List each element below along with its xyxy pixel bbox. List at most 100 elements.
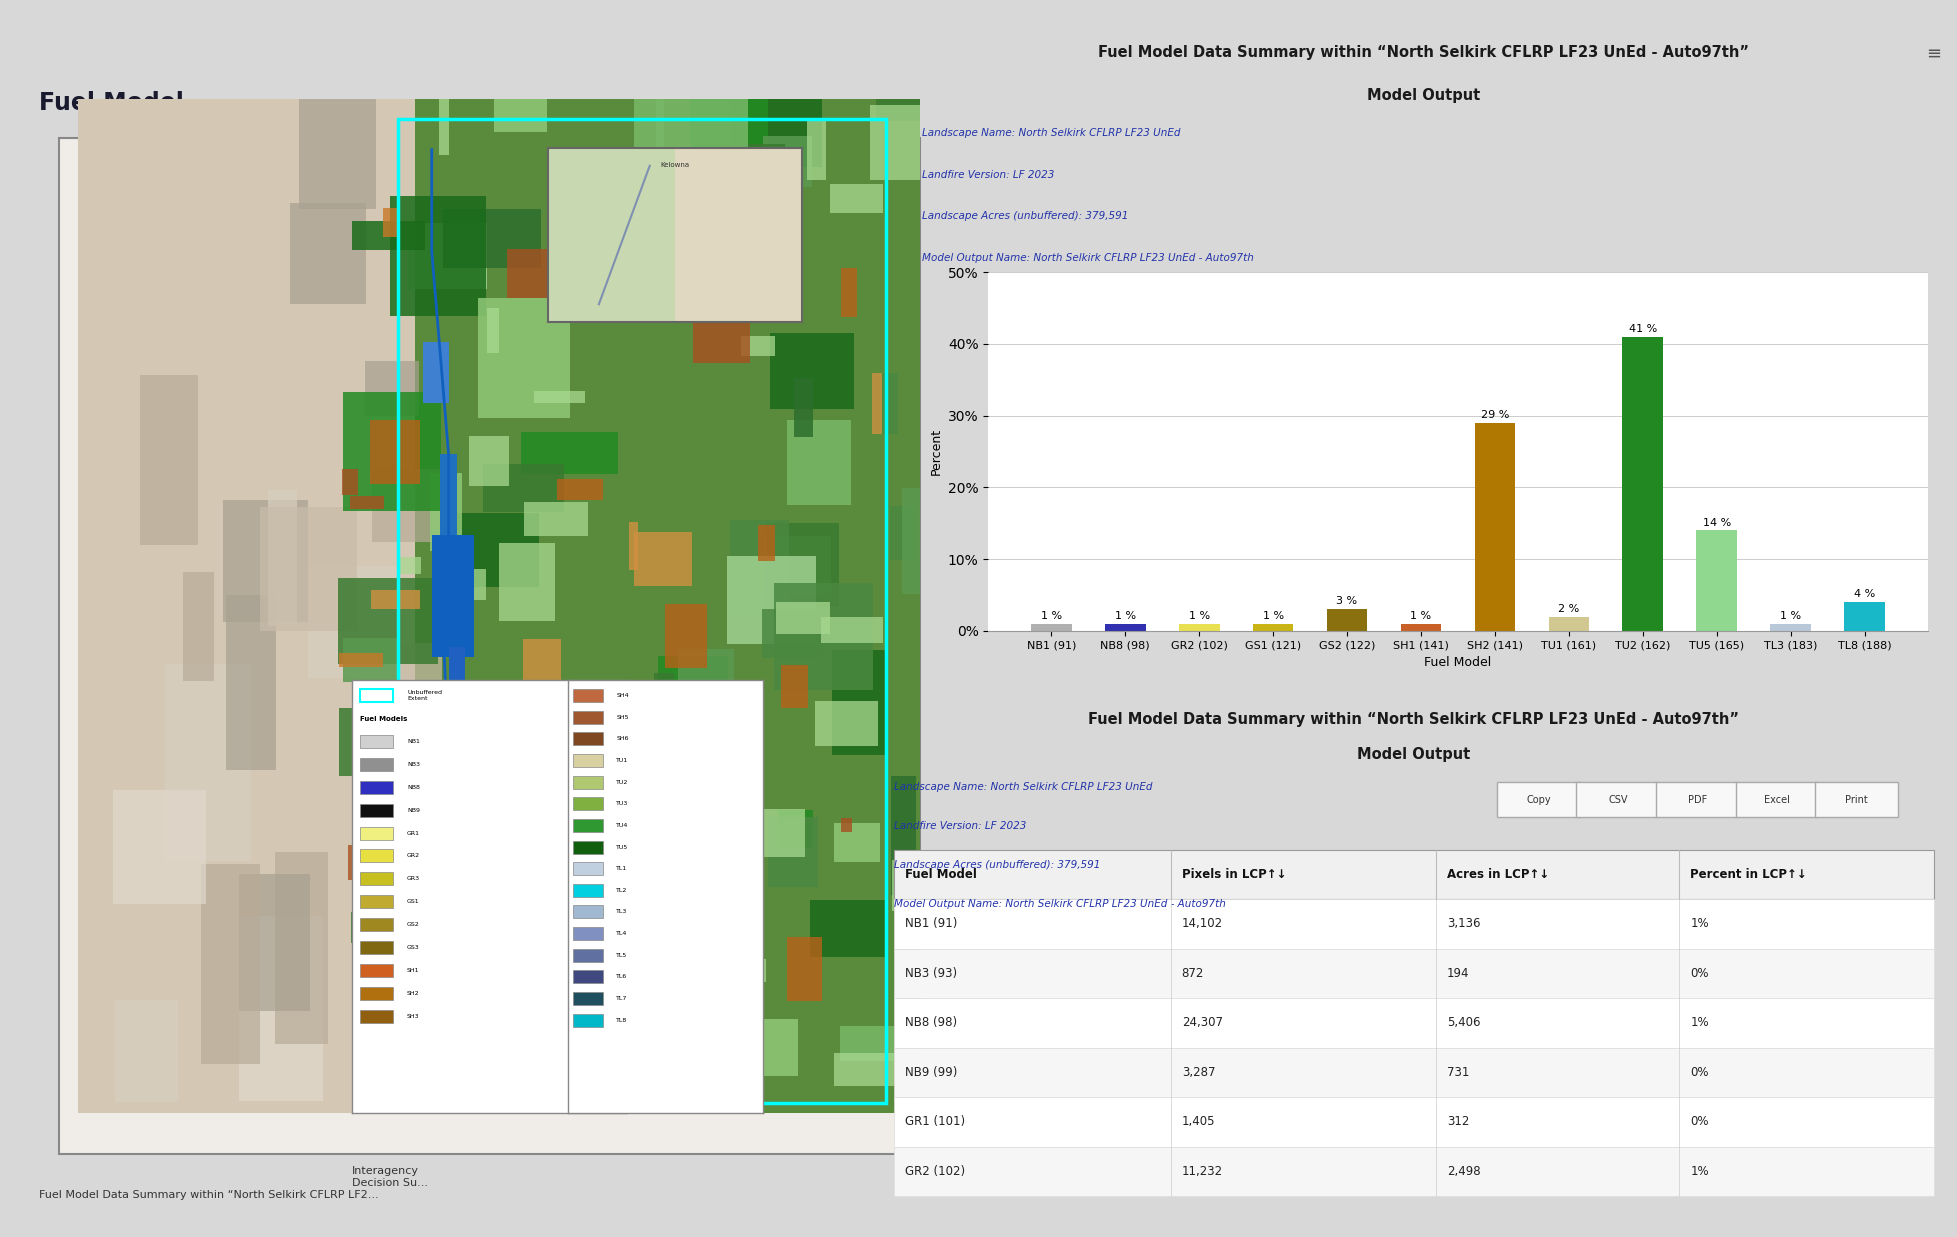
Bar xyxy=(372,590,419,609)
Bar xyxy=(573,819,603,833)
FancyBboxPatch shape xyxy=(894,998,1934,1048)
Bar xyxy=(354,941,423,972)
Bar xyxy=(360,758,393,771)
Bar xyxy=(339,709,389,776)
Bar xyxy=(415,1051,481,1084)
Y-axis label: Percent: Percent xyxy=(930,428,941,475)
Bar xyxy=(673,769,703,824)
Bar xyxy=(139,375,198,546)
Text: GS3: GS3 xyxy=(407,945,421,950)
Bar xyxy=(873,372,883,434)
Text: Landscape Acres (unbuffered): 379,591: Landscape Acres (unbuffered): 379,591 xyxy=(894,860,1100,870)
Bar xyxy=(1476,423,1515,631)
Bar xyxy=(487,308,499,353)
FancyBboxPatch shape xyxy=(894,1147,1934,1196)
Bar xyxy=(814,701,879,746)
Text: 194: 194 xyxy=(1446,967,1470,980)
Bar xyxy=(521,432,618,474)
Bar xyxy=(356,642,442,715)
Text: 0%: 0% xyxy=(1691,1066,1708,1079)
Text: 3,287: 3,287 xyxy=(1182,1066,1215,1079)
Text: TU4: TU4 xyxy=(616,823,628,828)
FancyBboxPatch shape xyxy=(894,1097,1934,1147)
Bar xyxy=(1178,623,1219,631)
Text: 29 %: 29 % xyxy=(1481,409,1509,419)
Bar xyxy=(695,790,751,852)
Bar xyxy=(382,208,401,238)
Bar xyxy=(573,928,603,940)
Text: Unbuffered
Extent: Unbuffered Extent xyxy=(407,690,442,701)
Bar xyxy=(722,145,785,182)
Bar xyxy=(781,666,808,709)
Text: 1 %: 1 % xyxy=(1041,611,1063,621)
Bar xyxy=(834,824,881,862)
FancyBboxPatch shape xyxy=(894,899,1934,949)
Bar xyxy=(523,638,562,687)
Text: GR3: GR3 xyxy=(407,876,421,882)
Bar xyxy=(468,435,509,486)
Bar xyxy=(360,689,393,703)
Bar xyxy=(427,695,452,709)
Bar xyxy=(307,567,399,678)
Bar xyxy=(339,653,384,667)
Bar xyxy=(448,647,466,809)
FancyBboxPatch shape xyxy=(59,139,920,1154)
Bar xyxy=(650,893,693,910)
Text: TL5: TL5 xyxy=(616,952,628,957)
Text: TU1: TU1 xyxy=(616,758,628,763)
FancyBboxPatch shape xyxy=(1656,782,1740,818)
Bar xyxy=(701,959,765,982)
Text: 872: 872 xyxy=(1182,967,1204,980)
Bar xyxy=(573,841,603,854)
Bar xyxy=(787,938,822,1001)
Bar xyxy=(634,532,691,586)
Bar xyxy=(795,379,812,437)
Text: 11,232: 11,232 xyxy=(1182,1165,1223,1178)
Bar xyxy=(360,781,393,794)
Text: 1 %: 1 % xyxy=(1188,611,1209,621)
Bar xyxy=(415,99,920,1113)
Bar xyxy=(460,928,485,990)
Bar xyxy=(769,818,818,887)
Bar xyxy=(765,523,838,607)
Text: Model Output Name: North Selkirk CFLRP LF23 UnEd - Auto97th: Model Output Name: North Selkirk CFLRP L… xyxy=(922,252,1254,262)
Text: Lad...: Lad... xyxy=(372,646,403,657)
Text: NB1: NB1 xyxy=(407,738,421,743)
Bar xyxy=(1697,531,1738,631)
Bar xyxy=(877,54,953,121)
Bar xyxy=(276,852,329,1044)
Bar xyxy=(573,710,603,724)
Text: Pixels in LCP↑↓: Pixels in LCP↑↓ xyxy=(1182,868,1286,881)
Text: 0%: 0% xyxy=(1691,967,1708,980)
Text: Fuel Model Data Summary within “North Selkirk CFLRP LF23 UnEd - Auto97th”: Fuel Model Data Summary within “North Se… xyxy=(1088,713,1740,727)
Bar xyxy=(573,905,603,918)
Text: NB1 (91): NB1 (91) xyxy=(906,918,957,930)
Bar xyxy=(350,496,384,510)
Text: 1 %: 1 % xyxy=(1411,611,1433,621)
Text: NB3 (93): NB3 (93) xyxy=(906,967,957,980)
Bar xyxy=(342,638,397,683)
Bar xyxy=(200,863,260,1064)
Bar xyxy=(787,421,851,505)
Bar xyxy=(1401,623,1440,631)
Bar xyxy=(573,992,603,1004)
Bar xyxy=(665,604,706,668)
Bar xyxy=(1548,616,1589,631)
Bar xyxy=(348,845,362,880)
Text: Landscape Name: North Selkirk CFLRP LF23 UnEd: Landscape Name: North Selkirk CFLRP LF23… xyxy=(894,782,1153,793)
Bar xyxy=(184,571,213,680)
Bar xyxy=(495,54,548,132)
X-axis label: Fuel Model: Fuel Model xyxy=(1425,656,1491,669)
Bar xyxy=(765,536,832,594)
Bar xyxy=(239,915,323,1101)
Bar xyxy=(370,421,421,484)
Bar xyxy=(1622,336,1663,631)
Bar xyxy=(438,96,448,155)
Text: Fuel Model: Fuel Model xyxy=(906,868,977,881)
Bar xyxy=(342,392,442,511)
Bar xyxy=(483,464,564,512)
Bar xyxy=(360,941,393,954)
FancyBboxPatch shape xyxy=(894,1048,1934,1097)
Bar xyxy=(260,507,358,631)
Text: SH4: SH4 xyxy=(616,693,628,698)
